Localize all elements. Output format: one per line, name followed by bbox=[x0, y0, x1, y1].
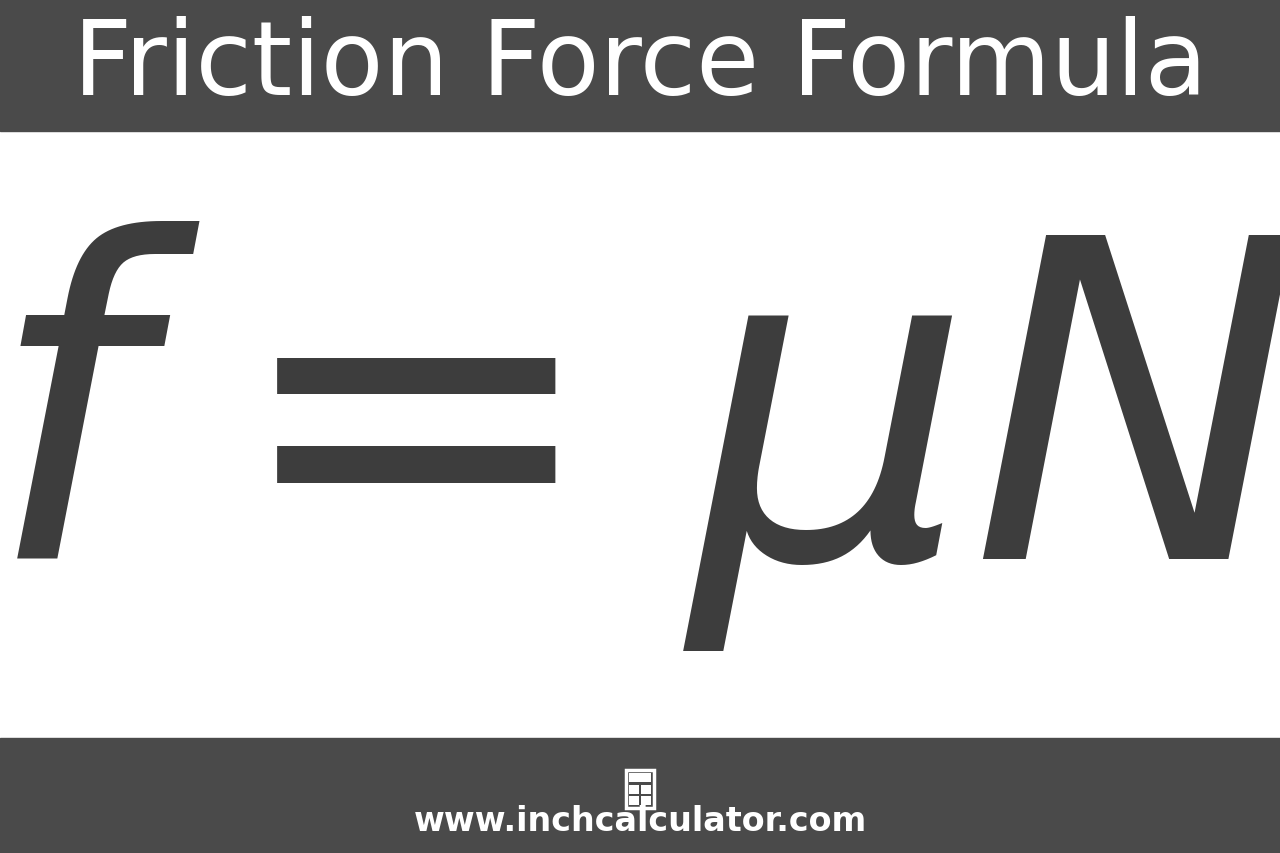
Text: $f = \mu N$: $f = \mu N$ bbox=[0, 218, 1280, 652]
Bar bbox=[628, 773, 652, 782]
Text: www.inchcalculator.com: www.inchcalculator.com bbox=[413, 804, 867, 838]
Bar bbox=[0, 132, 1280, 738]
Bar bbox=[641, 785, 652, 794]
Text: Friction Force Formula: Friction Force Formula bbox=[73, 15, 1207, 117]
Bar bbox=[641, 796, 652, 805]
Bar bbox=[628, 796, 639, 805]
Bar bbox=[0, 0, 1280, 132]
Bar bbox=[626, 770, 654, 808]
Bar bbox=[0, 738, 1280, 853]
Bar bbox=[628, 785, 639, 794]
